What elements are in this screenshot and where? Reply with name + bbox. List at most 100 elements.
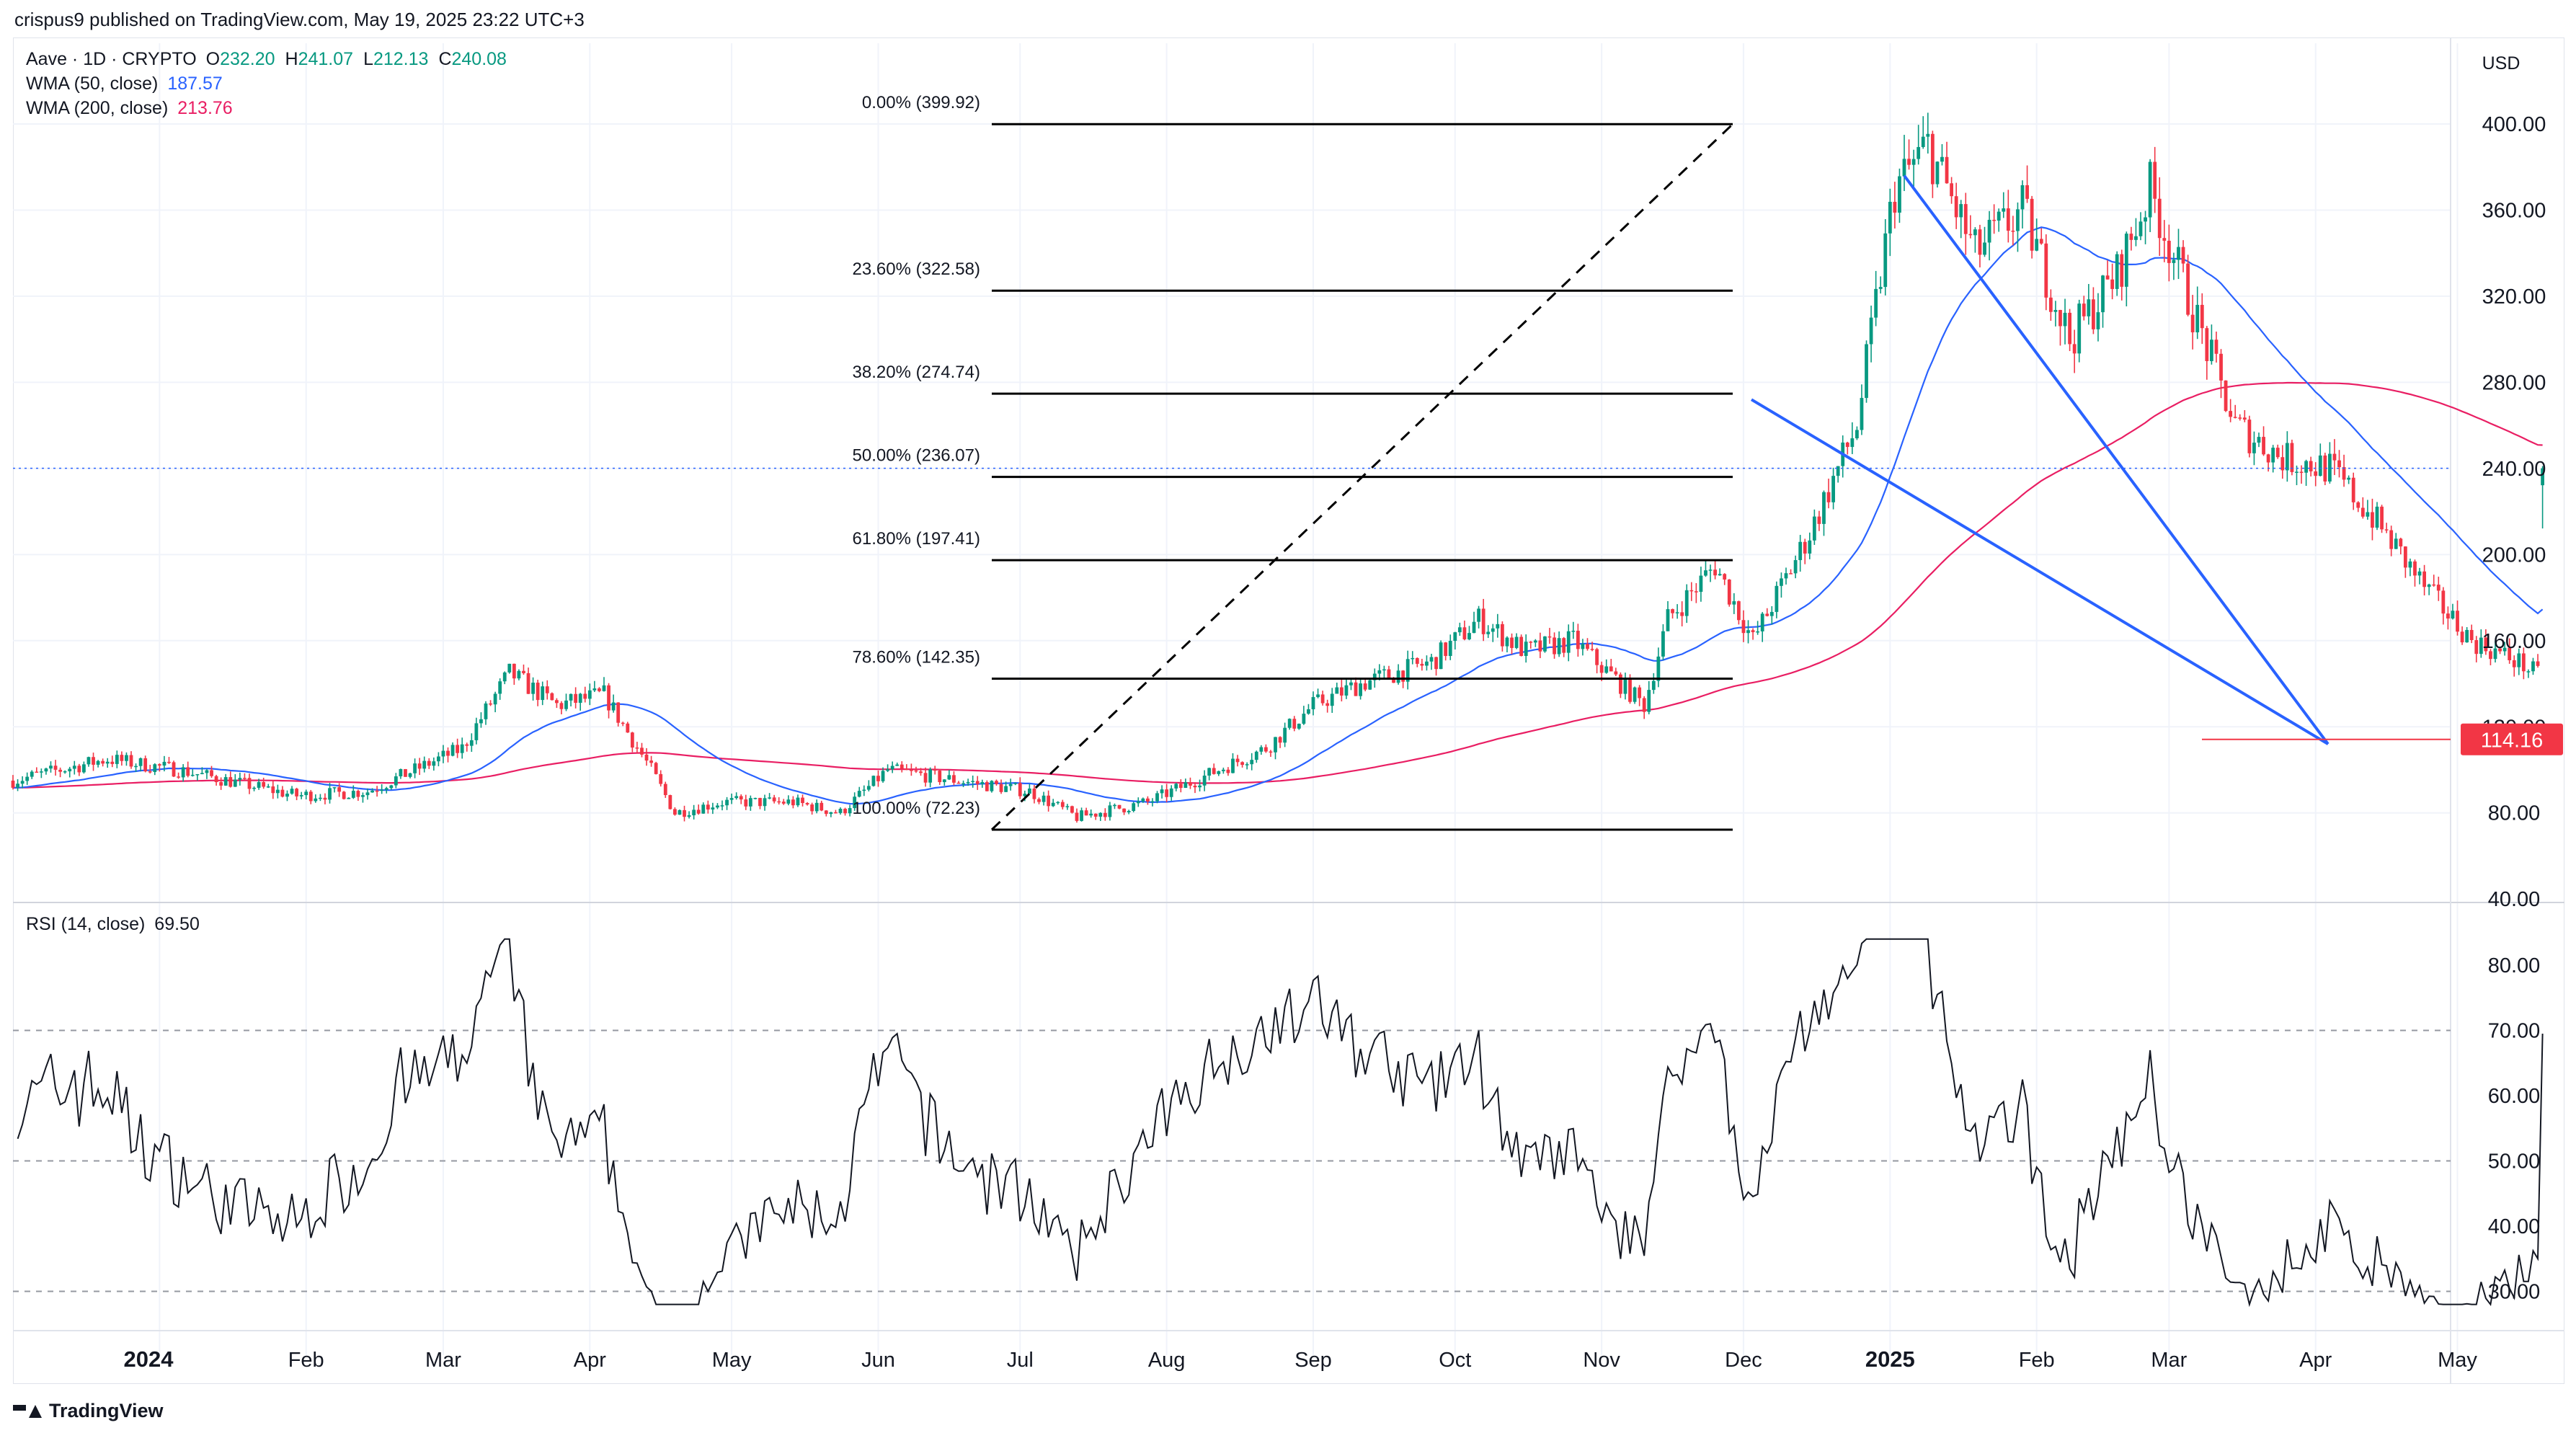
candle-body — [999, 784, 1003, 792]
candle-body — [1898, 176, 1901, 213]
candle-body — [938, 771, 942, 783]
candle-body — [1855, 430, 1859, 439]
candle-body — [195, 773, 200, 776]
candle-body — [138, 758, 143, 766]
candle-body — [2446, 613, 2450, 619]
candle-body — [777, 801, 781, 803]
candle-body — [493, 693, 497, 705]
candle-body — [2134, 236, 2138, 240]
candle-body — [611, 702, 616, 711]
candle-body — [2536, 661, 2540, 666]
candle-body — [77, 766, 81, 773]
candle-body — [1793, 560, 1798, 574]
candle-body — [2172, 259, 2176, 263]
candle-body — [1178, 784, 1183, 789]
candle-body — [2394, 538, 2398, 549]
candle-body — [1462, 627, 1467, 639]
candle-body — [68, 768, 72, 772]
time-tick-label: 2024 — [124, 1347, 174, 1372]
candle-body — [607, 685, 610, 711]
candle-body — [58, 769, 62, 772]
candle-body — [361, 795, 365, 797]
candle-body — [1467, 633, 1471, 639]
candle-body — [1614, 671, 1618, 675]
candle-body — [1959, 204, 1963, 218]
candle-body — [1954, 196, 1958, 218]
candle-body — [1292, 719, 1297, 729]
candle-body — [63, 771, 67, 773]
candle-body — [1510, 637, 1514, 648]
candle-body — [205, 770, 209, 773]
candle-body — [1557, 638, 1561, 655]
rsi-tick-label: 40.00 — [2488, 1215, 2541, 1238]
candle-body — [1320, 694, 1325, 704]
tradingview-brand[interactable]: TradingView — [13, 1400, 164, 1422]
candle-body — [995, 781, 998, 784]
candle-body — [1907, 159, 1911, 165]
candle-body — [1789, 573, 1793, 574]
candle-body — [2290, 443, 2294, 472]
candle-body — [1751, 630, 1755, 633]
candle-body — [1543, 636, 1547, 652]
candle-body — [1023, 794, 1027, 797]
candle-body — [1812, 516, 1816, 541]
candle-body — [2144, 217, 2147, 222]
price-tick-label: 280.00 — [2482, 371, 2546, 394]
chart-frame[interactable] — [13, 37, 2564, 1384]
candle-body — [2020, 185, 2025, 210]
candle-body — [1425, 661, 1429, 666]
candle-body — [53, 766, 58, 770]
candle-body — [2351, 477, 2355, 502]
candle-body — [2262, 437, 2265, 455]
candle-body — [2072, 344, 2077, 354]
candle-body — [1732, 601, 1736, 605]
candle-body — [1595, 649, 1599, 665]
candle-body — [1231, 758, 1235, 773]
candle-body — [2299, 471, 2304, 473]
candle-body — [1108, 805, 1112, 817]
candle-body — [1274, 737, 1277, 753]
candle-body — [2318, 455, 2322, 476]
candle-body — [1623, 678, 1627, 694]
time-tick-label: Apr — [574, 1349, 606, 1372]
candle-body — [843, 809, 847, 814]
ohlc-c: C240.08 — [438, 49, 507, 69]
candle-body — [347, 797, 351, 799]
candle-body — [1217, 771, 1221, 774]
candle-body — [2380, 506, 2384, 530]
candle-body — [1457, 627, 1462, 633]
candle-body — [701, 804, 706, 814]
candle-body — [876, 776, 880, 781]
candle-body — [1146, 798, 1150, 802]
candle-body — [890, 766, 894, 770]
candle-body — [748, 798, 752, 807]
candle-body — [356, 791, 360, 797]
candle-body — [332, 787, 337, 789]
symbol-name: Aave · 1D · CRYPTO — [26, 49, 197, 69]
candle-body — [450, 745, 455, 756]
candle-body — [1047, 795, 1051, 807]
candle-body — [985, 782, 989, 791]
candle-body — [304, 791, 308, 796]
fib-level-label: 23.60% (322.58) — [853, 259, 980, 279]
candle-body — [923, 773, 928, 783]
candle-body — [2465, 629, 2469, 643]
candle-body — [1127, 810, 1131, 812]
candle-body — [1491, 628, 1495, 632]
candle-body — [11, 780, 15, 788]
candle-body — [1566, 631, 1571, 653]
candle-body — [1604, 666, 1609, 673]
candle-body — [162, 761, 166, 766]
candle-body — [1911, 159, 1916, 165]
candle-body — [2337, 460, 2341, 468]
candle-body — [1155, 793, 1159, 802]
fib-level-label: 0.00% (399.92) — [862, 93, 980, 112]
candle-body — [526, 673, 530, 694]
candle-body — [427, 760, 431, 766]
candle-body — [1411, 657, 1415, 660]
candle-body — [2002, 208, 2006, 212]
candle-body — [110, 761, 115, 764]
candle-body — [319, 797, 322, 799]
candle-body — [569, 693, 573, 701]
